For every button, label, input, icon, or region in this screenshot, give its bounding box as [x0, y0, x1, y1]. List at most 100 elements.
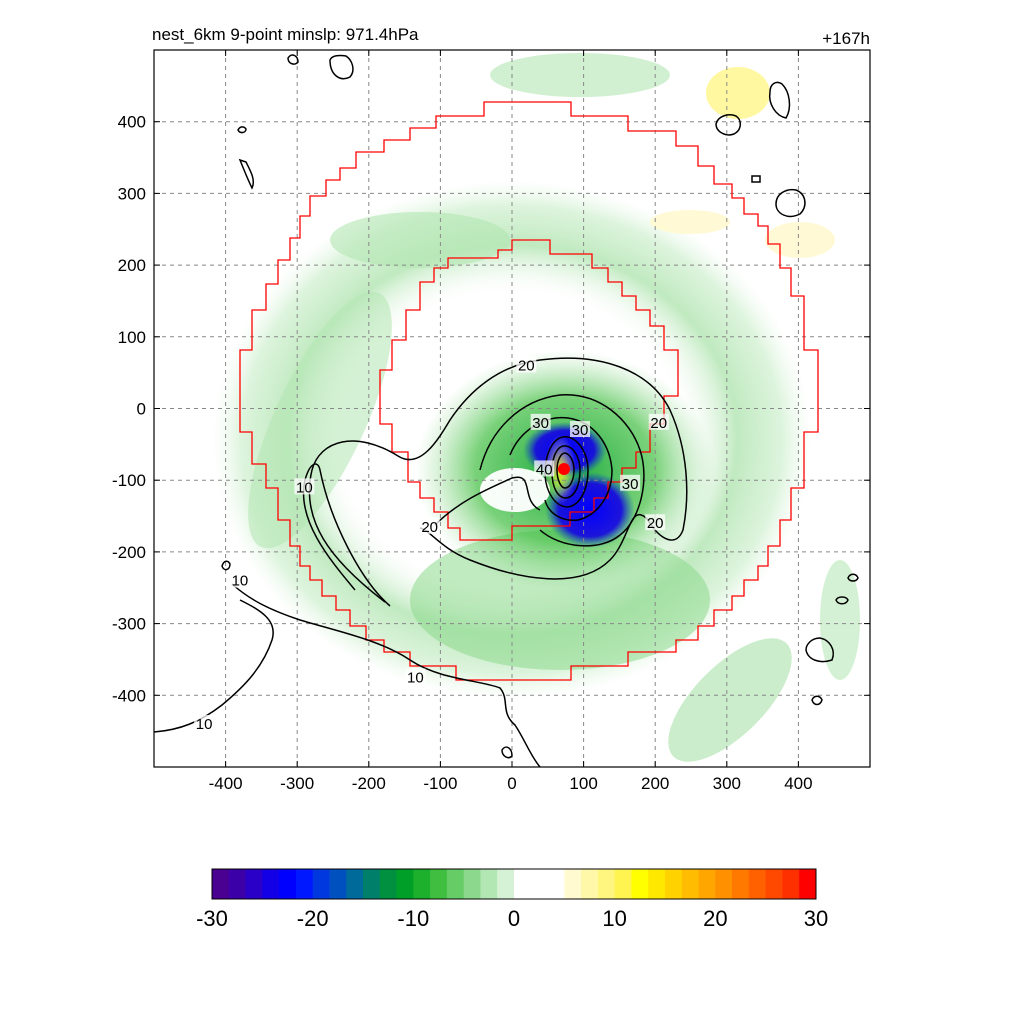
colorbar-swatch	[581, 869, 599, 899]
contour-10-west	[302, 463, 391, 607]
contour-10-main	[231, 583, 541, 767]
colorbar-tick-label: -30	[196, 906, 228, 931]
colorbar-swatch	[564, 869, 582, 899]
colorbar-frame	[211, 868, 817, 900]
contour-label-bg	[229, 571, 250, 588]
contour-label-bg	[419, 517, 440, 534]
contour-label-bg	[534, 460, 555, 477]
contour-label: 30	[532, 415, 549, 432]
contour-label-bg	[620, 474, 641, 491]
x-tick-label: 100	[569, 774, 597, 793]
colorbar-swatch	[363, 869, 381, 899]
colorbar-swatch	[480, 869, 498, 899]
contour-small-2	[287, 54, 299, 65]
contour-label: 30	[572, 422, 589, 439]
contour-small-14	[237, 126, 247, 134]
contour-40c	[556, 452, 575, 489]
colorbar-tick-label: 20	[703, 906, 727, 931]
x-tick-label: -200	[352, 774, 386, 793]
west-band	[248, 291, 392, 549]
title-right: +167h	[822, 29, 870, 48]
contour-label-bg	[516, 356, 537, 373]
contour-label-bg	[194, 714, 215, 731]
contour-small-7	[238, 158, 255, 190]
colorbar-swatch	[497, 869, 515, 899]
colorbar-swatch	[514, 869, 532, 899]
colorbar-tick-label: -20	[297, 906, 329, 931]
contour-label: 10	[196, 716, 213, 733]
x-tick-label: 400	[784, 774, 812, 793]
contour-label-bg	[570, 421, 591, 438]
colorbar-swatch	[799, 869, 817, 899]
contour-label: 10	[296, 479, 313, 496]
contour-label-bg	[530, 413, 551, 430]
contour-label: 10	[407, 669, 424, 686]
colorbar-swatch	[312, 869, 330, 899]
contour-small-11	[835, 596, 849, 605]
colorbar-swatch	[782, 869, 800, 899]
colorbar-tick-label: 10	[602, 906, 626, 931]
contour-label: 40	[536, 461, 553, 478]
colorbar-swatch	[279, 869, 297, 899]
axes: -400 -300 -200 -100 0 100 200 300 40040030020010…	[112, 50, 870, 793]
colorbar-swatch	[631, 869, 649, 899]
y-tick-label: 400	[118, 113, 146, 132]
contour-small-12	[811, 695, 823, 706]
e-yellow-patch-2	[765, 222, 835, 258]
top-band	[490, 53, 670, 97]
colorbar-swatch	[379, 869, 398, 899]
inner-boundary	[379, 239, 679, 541]
colorbar-swatch	[530, 869, 549, 899]
contour-label-bg	[294, 478, 315, 495]
colorbar-swatch	[681, 869, 700, 899]
colorbar-tick-label: -10	[397, 906, 429, 931]
e-yellow-patch	[650, 210, 730, 234]
contour-label: 20	[650, 415, 667, 432]
colorbar-swatch	[245, 869, 263, 899]
colorbar-swatch	[295, 869, 314, 899]
colorbar-swatch	[648, 869, 666, 899]
core-white-west	[480, 468, 550, 512]
outer-boundary	[239, 101, 819, 681]
colorbar-swatch	[748, 869, 767, 899]
colorbar-swatch	[665, 869, 683, 899]
ne-yellow-patch	[706, 67, 770, 119]
contour-label-bg	[648, 413, 669, 430]
colorbar-swatch	[732, 869, 750, 899]
colorbar-swatch	[262, 869, 280, 899]
y-tick-label: 200	[118, 256, 146, 275]
core-red	[558, 463, 570, 475]
x-tick-label: -100	[423, 774, 457, 793]
colorbar-tick-label: 0	[508, 906, 520, 931]
colorbar-swatch	[446, 869, 465, 899]
colorbar-swatch	[597, 869, 616, 899]
colorbar-swatch	[329, 869, 347, 899]
colorbar-swatch	[430, 869, 448, 899]
contour-small-3	[715, 114, 741, 136]
colorbar-tick-label: 30	[804, 906, 828, 931]
y-tick-label: -100	[112, 471, 146, 490]
colorbar-swatch	[228, 869, 247, 899]
contour-small-13	[221, 560, 231, 571]
contour-small-6	[805, 637, 834, 663]
y-tick-label: -300	[112, 615, 146, 634]
contour-20	[308, 357, 688, 603]
y-tick-label: -400	[112, 686, 146, 705]
colorbar-swatch	[212, 869, 230, 899]
y-tick-label: 300	[118, 184, 146, 203]
colorbar-swatch	[614, 869, 632, 899]
colorbar-swatch	[698, 869, 716, 899]
colorbar-swatch	[765, 869, 783, 899]
x-tick-label: -400	[209, 774, 243, 793]
colorbar: -30 -20 -10 0 10 20 30	[196, 868, 828, 931]
x-tick-label: 200	[641, 774, 669, 793]
contour-10-sw	[154, 599, 274, 733]
contour-labels: 20 20 20 20 30 30 30 40 10 10 10 10	[194, 356, 669, 733]
contour-small-1	[329, 54, 354, 80]
y-tick-label: 100	[118, 328, 146, 347]
contour-label: 10	[232, 573, 249, 590]
southeast-band	[668, 638, 792, 762]
y-tick-label: 0	[137, 400, 146, 419]
colorbar-swatch	[547, 869, 565, 899]
